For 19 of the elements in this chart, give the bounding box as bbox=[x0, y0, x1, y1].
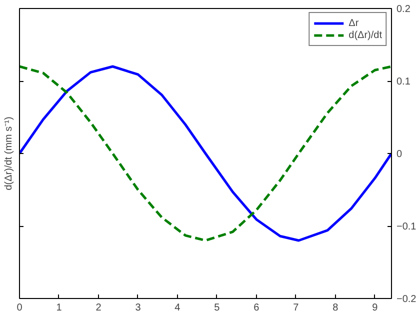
y-tick-label: 0.2 bbox=[396, 4, 411, 15]
x-tick-label: 6 bbox=[254, 302, 260, 314]
x-tick-label: 2 bbox=[96, 302, 102, 314]
x-tick-label: 1 bbox=[56, 302, 62, 314]
legend-label: d(Δr)/dt bbox=[348, 29, 382, 41]
legend-label: Δr bbox=[348, 17, 360, 29]
x-tick-label: 7 bbox=[293, 302, 300, 314]
x-tick-label: 0 bbox=[16, 302, 23, 314]
x-tick-label: 9 bbox=[372, 302, 378, 314]
x-tick-label: 3 bbox=[135, 302, 142, 314]
x-tick-label: 8 bbox=[332, 302, 339, 314]
y-tick-label: −0.2 bbox=[396, 294, 417, 305]
x-tick-label: 5 bbox=[214, 302, 220, 314]
y-axis-title: d(Δr)/dt (mm s⁻¹) bbox=[4, 116, 14, 190]
x-tick-label: 4 bbox=[174, 302, 181, 314]
y-tick-label: 0 bbox=[396, 149, 402, 160]
y-tick-label: −0.1 bbox=[396, 222, 417, 232]
line-series bbox=[20, 65, 392, 242]
y-tick-label: 0.1 bbox=[396, 76, 411, 88]
